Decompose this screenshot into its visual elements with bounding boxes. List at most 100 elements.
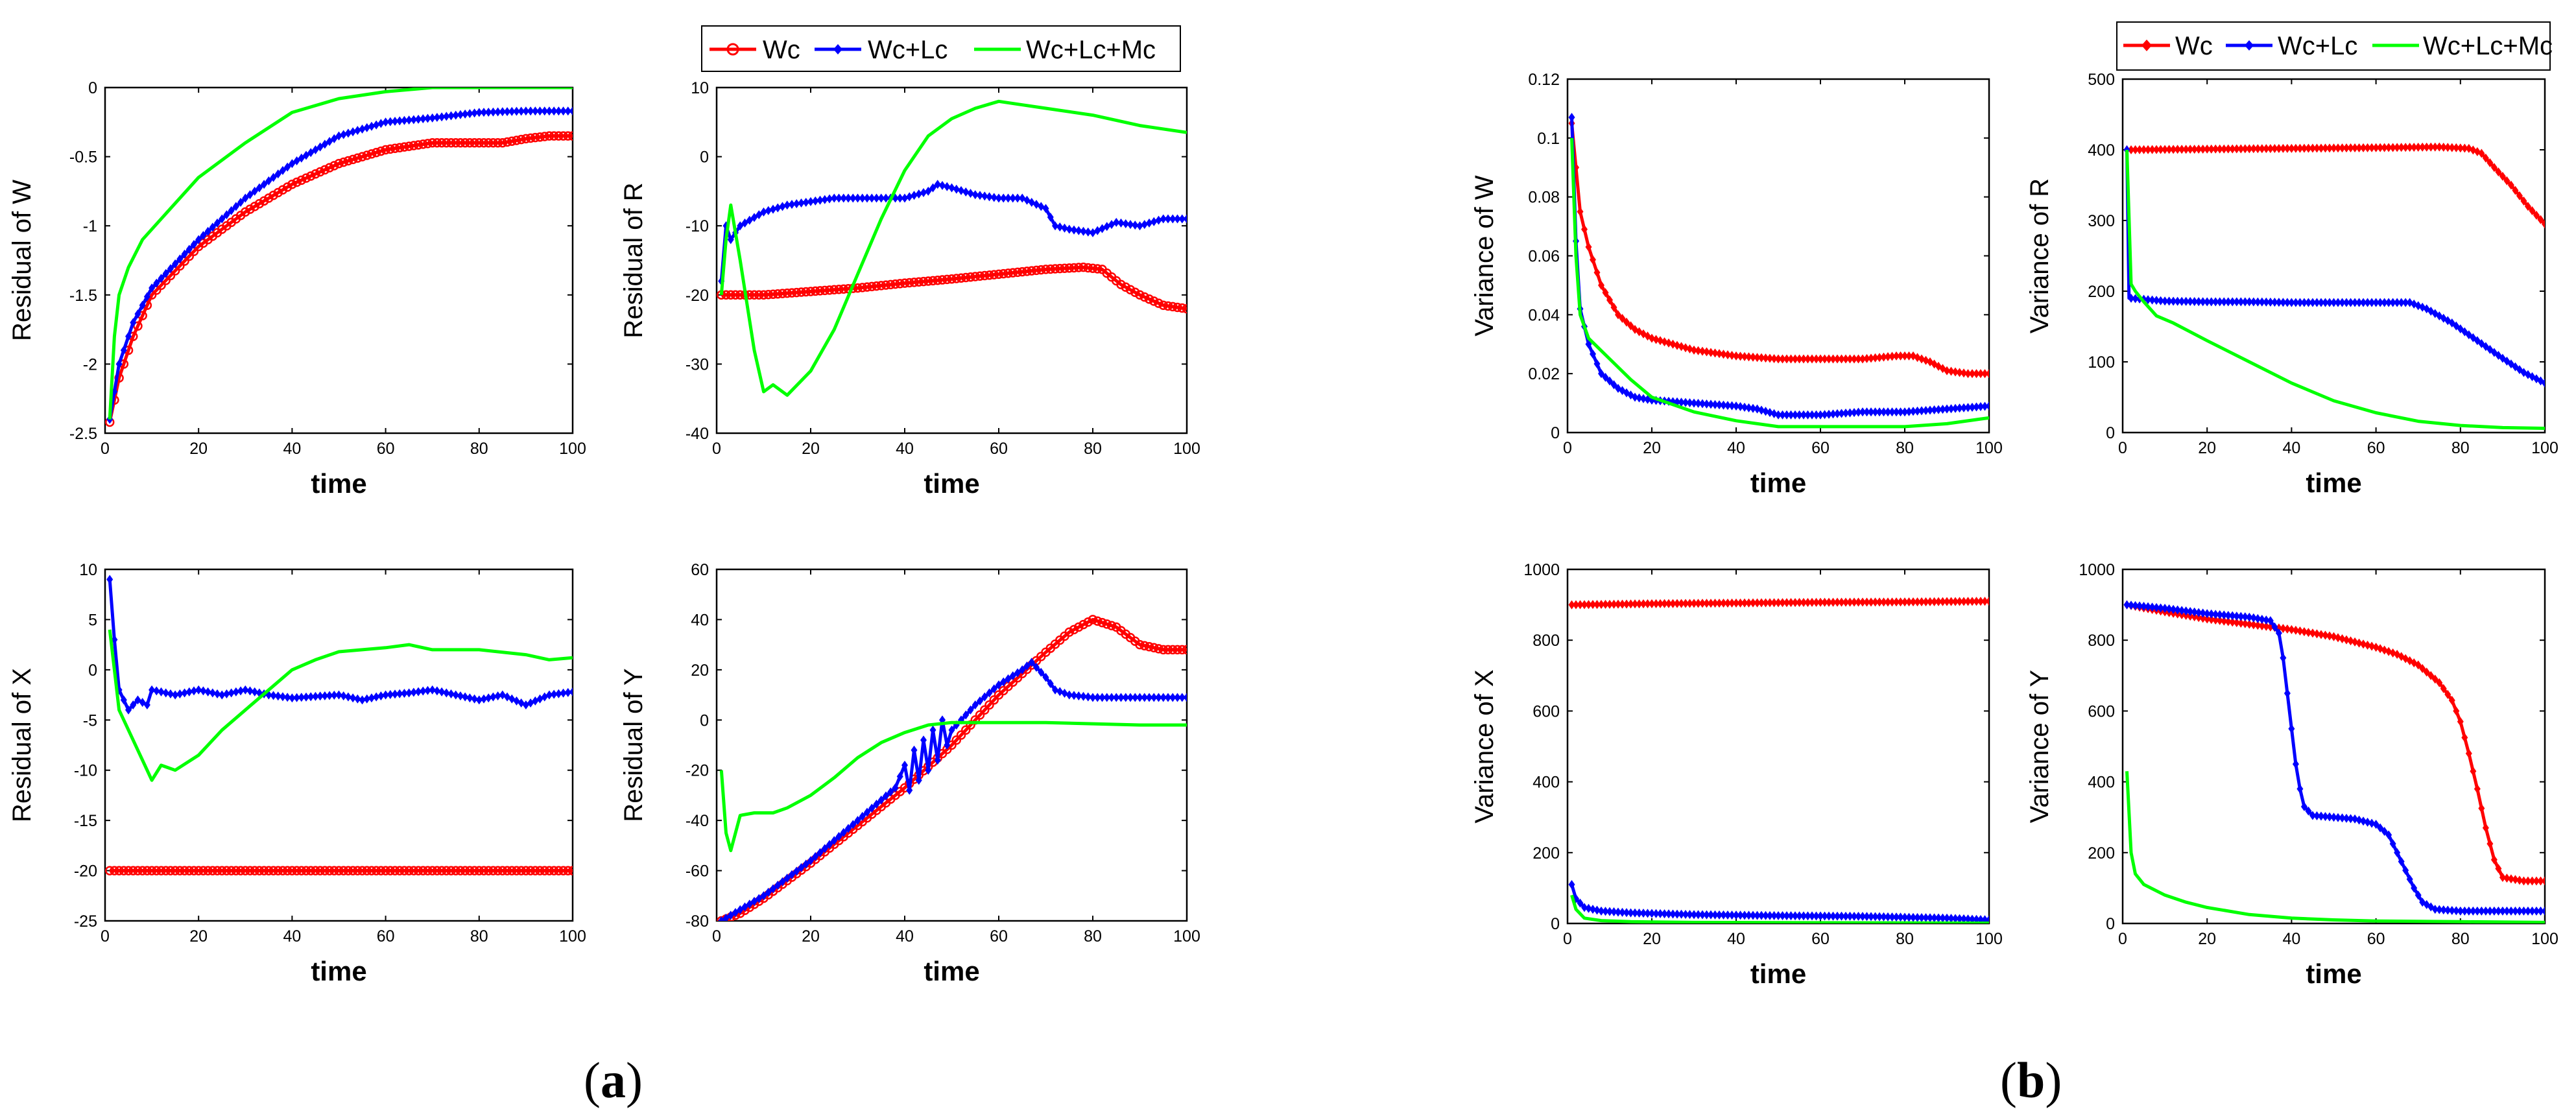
- series-wc-point: [1669, 599, 1676, 608]
- series-wc-point: [1876, 353, 1883, 363]
- y-tick-label: 300: [2088, 212, 2115, 230]
- series-wc-point: [1863, 353, 1870, 363]
- series-wclc-point: [2411, 883, 2418, 893]
- series-wclc-point: [2457, 906, 2464, 916]
- series-wclc-point: [2347, 814, 2354, 824]
- y-tick-label: -40: [686, 425, 709, 443]
- series-wclc-point: [1103, 693, 1110, 702]
- series-wclc-point: [1787, 911, 1795, 921]
- x-tick-label: 60: [377, 927, 395, 946]
- series-wclc-point: [737, 221, 744, 231]
- series-wclc-point: [1973, 402, 1980, 412]
- series-wc-point: [1116, 280, 1126, 290]
- series-wclc-point: [2187, 606, 2194, 616]
- series-wclc-point: [209, 688, 216, 698]
- series-wc-point: [1619, 599, 1626, 609]
- series-wclc-point: [2335, 298, 2342, 307]
- series-wc-point: [1944, 366, 1950, 375]
- series-wclc-point: [737, 905, 744, 914]
- series-wclc-point: [1711, 399, 1719, 409]
- series-wclc-point: [354, 126, 361, 136]
- series-wc-point: [961, 272, 971, 283]
- series-wclc-point: [756, 894, 763, 903]
- series-wclc-point: [274, 691, 281, 701]
- series-wc-point: [339, 157, 348, 167]
- series-wc-point: [2499, 171, 2506, 181]
- series-wclc-point: [732, 908, 739, 918]
- series-wclc-point: [2322, 298, 2329, 307]
- series-wc-point: [1135, 290, 1145, 300]
- series-wc-point: [1843, 597, 1849, 607]
- series-wc-point: [918, 276, 929, 287]
- series-wc-point: [1590, 600, 1596, 610]
- series-wc-point: [1948, 366, 1955, 376]
- series-wc-point: [1619, 314, 1626, 324]
- series-wc-point: [305, 171, 316, 181]
- series-wc-point: [329, 866, 339, 875]
- series-wclc-point: [2542, 906, 2545, 916]
- series-wc-point: [2529, 206, 2536, 216]
- series-wclc-point: [1000, 193, 1007, 203]
- series-wclc-point: [1931, 405, 1938, 415]
- series-wclc-point: [1061, 223, 1068, 233]
- chart-8: 0 20 40 60 80 10010008006004002000timeVarianc…: [2025, 561, 2558, 989]
- series-wc-point: [2352, 143, 2359, 153]
- legend-a-wclc-marker: [833, 44, 842, 54]
- series-wc-point: [1102, 619, 1112, 629]
- series-wclc-point: [751, 896, 757, 906]
- series-wclc-point: [2377, 823, 2384, 833]
- series-wc-point: [2360, 143, 2367, 152]
- series-wclc-point: [1028, 658, 1035, 667]
- series-wclc-point: [1632, 392, 1638, 402]
- series-wclc-point: [1902, 407, 1908, 417]
- series-wc-point: [1610, 302, 1617, 312]
- series-wclc-point: [962, 187, 970, 196]
- series-wc-point: [558, 131, 568, 141]
- series-wc-point: [2153, 145, 2160, 154]
- series-wc-point: [567, 131, 573, 141]
- series-wclc-point: [326, 691, 333, 700]
- series-wc-point: [2512, 185, 2519, 195]
- y-tick-label: -20: [74, 862, 97, 881]
- series-wc-point: [2355, 638, 2363, 648]
- series-wc-point: [470, 138, 479, 148]
- series-wc-point: [1885, 352, 1891, 362]
- series-wclc-point: [303, 150, 310, 160]
- series-wc-point: [924, 276, 933, 286]
- series-wclc-point: [2520, 906, 2527, 916]
- series-wclc-point: [200, 231, 207, 241]
- series-wc-point: [2317, 630, 2324, 639]
- series-wc-point: [493, 138, 503, 148]
- series-wc-point: [161, 866, 171, 875]
- series-wc-point: [2174, 145, 2181, 154]
- series-group: [2123, 600, 2545, 923]
- series-wc-point: [1585, 600, 1592, 610]
- series-wclc-point: [1826, 911, 1832, 921]
- series-wc-point: [1859, 354, 1866, 364]
- series-wc-point: [427, 866, 437, 875]
- series-wclc-point: [770, 204, 776, 214]
- series-wclc-point: [2250, 297, 2257, 307]
- panel-label-b-letter: b: [2017, 1052, 2045, 1108]
- series-wc-point: [2423, 667, 2430, 677]
- series-wclc-point: [1918, 406, 1925, 416]
- series-wclc-point: [727, 910, 734, 920]
- series-wc-point: [563, 131, 573, 141]
- series-wclc-point: [1910, 407, 1916, 416]
- series-wc-point: [2204, 614, 2211, 624]
- series-wc-point: [189, 866, 199, 875]
- series-wc-point: [465, 866, 475, 875]
- series-wclc-point: [1855, 912, 1862, 922]
- series-wc-point: [1695, 346, 1702, 355]
- series-wc-point: [1796, 354, 1803, 364]
- series-wclc-point: [2499, 906, 2506, 916]
- series-wclc-point: [2229, 611, 2236, 621]
- x-tick-label: 100: [1173, 440, 1200, 458]
- series-wclc-point: [2233, 297, 2240, 307]
- series-wc-point: [1758, 598, 1765, 608]
- series-wclc-point: [2402, 298, 2409, 307]
- series-wclc-point: [967, 189, 974, 198]
- series-wclc-point: [363, 694, 370, 704]
- series-wc-point: [994, 269, 1004, 280]
- series-wclc-point: [2512, 906, 2519, 916]
